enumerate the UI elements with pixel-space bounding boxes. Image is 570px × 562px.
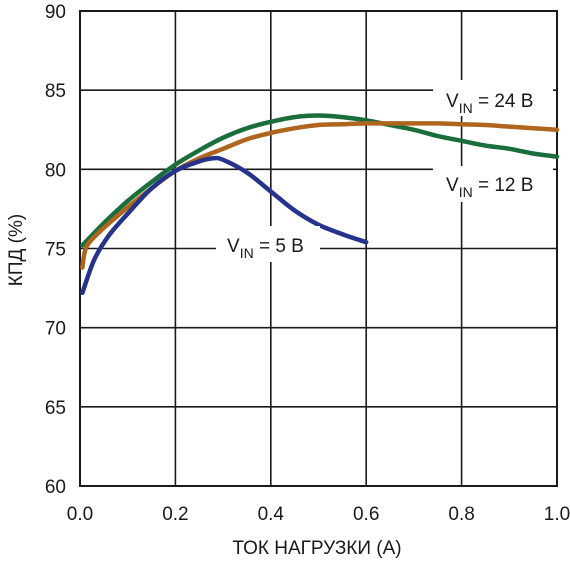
series-line-vin-24v [80, 113, 560, 248]
series-labels: VIN = 24 В VIN = 12 В VIN = 5 В [216, 80, 553, 262]
x-tick-label: 0.8 [448, 504, 474, 525]
series-label-vin-12v: VIN = 12 В [446, 175, 533, 200]
y-tick-label: 65 [45, 398, 66, 419]
x-tick-label: 0.0 [67, 504, 93, 525]
plot-frame [79, 10, 558, 487]
y-tick-label: 75 [45, 240, 66, 261]
y-tick-label: 85 [45, 81, 66, 102]
y-axis-ticks: 60 65 70 75 80 85 90 [45, 2, 66, 498]
series-label-background [216, 226, 320, 262]
x-axis-ticks: 0.0 0.2 0.4 0.6 0.8 1.0 [67, 504, 570, 525]
series-label-background [433, 80, 553, 116]
data-series [80, 113, 560, 296]
series-line-vin-12v [80, 121, 560, 270]
y-tick-label: 60 [45, 477, 66, 498]
y-axis-label: КПД (%) [6, 214, 27, 286]
y-tick-label: 90 [45, 2, 66, 23]
x-tick-label: 0.4 [258, 504, 285, 525]
y-tick-label: 70 [45, 319, 66, 340]
x-tick-label: 0.6 [353, 504, 379, 525]
series-label-vin-24v: VIN = 24 В [446, 91, 533, 116]
grid [79, 10, 558, 487]
series-label-background [433, 166, 553, 202]
series-line-vin-5v [80, 155, 369, 296]
series-label-vin-5v: VIN = 5 В [227, 236, 304, 261]
x-axis-label: ТОК НАГРУЗКИ (А) [232, 538, 401, 559]
y-tick-label: 80 [45, 160, 66, 181]
x-tick-label: 1.0 [544, 504, 570, 525]
x-tick-label: 0.2 [162, 504, 188, 525]
